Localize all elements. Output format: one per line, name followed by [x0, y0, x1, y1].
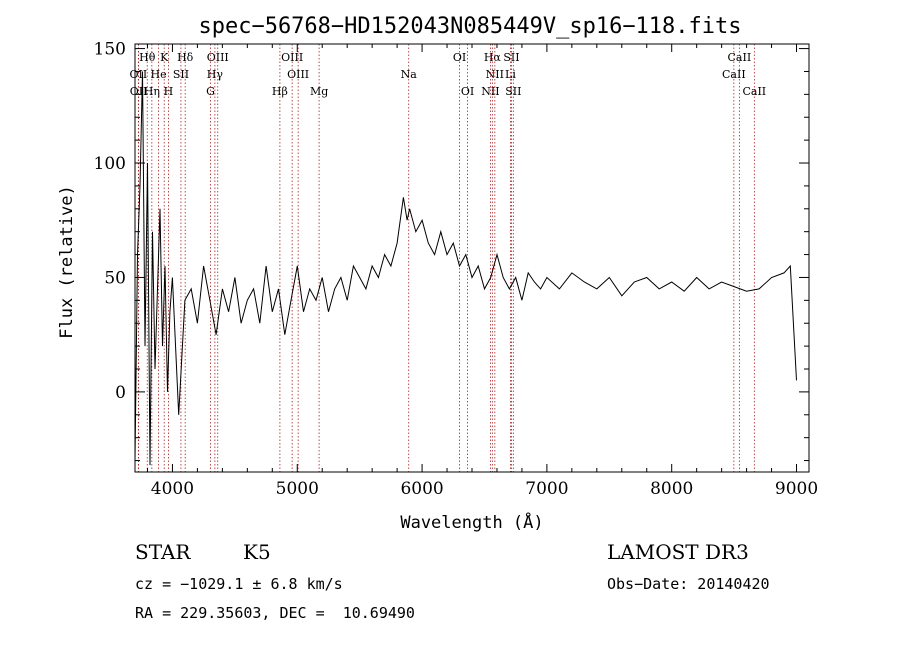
spectral-line-label: K [160, 51, 169, 64]
spectral-line-label: NII [486, 68, 504, 81]
obs-date: Obs−Date: 20140420 [607, 575, 770, 593]
spectral-line-label: Mg [310, 85, 328, 98]
spectral-line-label: Hθ [139, 51, 156, 64]
spectral-line-label: CaII [742, 85, 766, 98]
object-type: STAR [135, 540, 191, 564]
y-tick-label: 0 [115, 383, 126, 403]
coordinates: RA = 229.35603, DEC = 10.69490 [135, 604, 415, 622]
y-tick-label: 50 [104, 268, 126, 288]
spectral-line-label: NII [481, 85, 499, 98]
ticks-layer: 4000 5000 6000 7000 8000 9000 0 50 100 150 [94, 40, 819, 499]
x-axis-label: Wavelength (Å) [400, 511, 543, 533]
spectral-line-label: CaII [722, 68, 746, 81]
spectral-line-label: SII [173, 68, 189, 81]
spectral-line-label: OI [461, 85, 474, 98]
y-tick-label: 150 [94, 40, 126, 60]
x-tick-label: 9000 [775, 479, 818, 499]
redshift-readout: cz = −1029.1 ± 6.8 km/s [135, 575, 343, 593]
x-tick-label: 8000 [650, 479, 693, 499]
spectral-line-label: H [164, 85, 174, 98]
spectral-line-label: SII [503, 51, 519, 64]
chart-title: spec−56768−HD152043N085449V_sp16−118.fit… [198, 14, 741, 39]
plot-frame [134, 43, 810, 473]
spectral-line-label: Li [505, 68, 516, 81]
spectral-line-label: He [151, 68, 167, 81]
spectral-line-label: OIII [207, 51, 229, 64]
spectral-line-label: Hη [144, 85, 160, 98]
x-tick-label: 5000 [276, 479, 319, 499]
spectral-line-label: Hβ [272, 85, 288, 98]
series-layer [134, 71, 797, 466]
subclass: K5 [243, 540, 271, 564]
y-tick-label: 100 [94, 154, 126, 174]
spectral-line-label: CaII [728, 51, 752, 64]
spectrum-line [134, 71, 797, 466]
x-tick-label: 4000 [151, 479, 194, 499]
x-tick-label: 6000 [400, 479, 443, 499]
spectral-line-label: Hγ [207, 68, 224, 81]
x-tick-label: 7000 [525, 479, 568, 499]
spectral-line-label: Hα [484, 51, 502, 64]
spectral-line-label: OIII [281, 51, 303, 64]
spectral-line-label: OIII [287, 68, 309, 81]
spectral-line-label: G [206, 85, 215, 98]
survey-label: LAMOST DR3 [607, 540, 749, 564]
spectral-line-label: OI [453, 51, 466, 64]
spectral-line-label: SII [505, 85, 521, 98]
spectral-line-label: Hδ [177, 51, 194, 64]
spectral-line-label: Na [401, 68, 418, 81]
y-axis-label: Flux (relative) [57, 185, 77, 339]
